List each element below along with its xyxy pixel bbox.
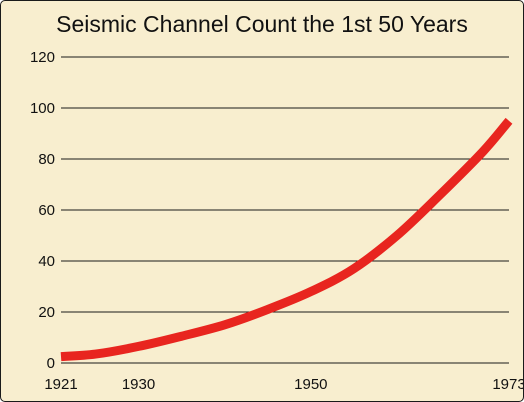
y-tick-label-120: 120 bbox=[30, 49, 55, 66]
chart-title: Seismic Channel Count the 1st 50 Years bbox=[56, 11, 468, 37]
y-tick-label-20: 20 bbox=[38, 304, 55, 321]
y-tick-label-0: 0 bbox=[47, 355, 55, 372]
x-tick-label-1973: 1973 bbox=[492, 376, 523, 393]
x-tick-label-1950: 1950 bbox=[294, 376, 327, 393]
x-tick-label-1930: 1930 bbox=[122, 376, 155, 393]
y-tick-label-100: 100 bbox=[30, 100, 55, 117]
x-tick-label-1921: 1921 bbox=[44, 376, 77, 393]
y-tick-label-40: 40 bbox=[38, 253, 55, 270]
y-tick-label-60: 60 bbox=[38, 202, 55, 219]
y-tick-label-80: 80 bbox=[38, 151, 55, 168]
series-line-0 bbox=[60, 117, 513, 362]
